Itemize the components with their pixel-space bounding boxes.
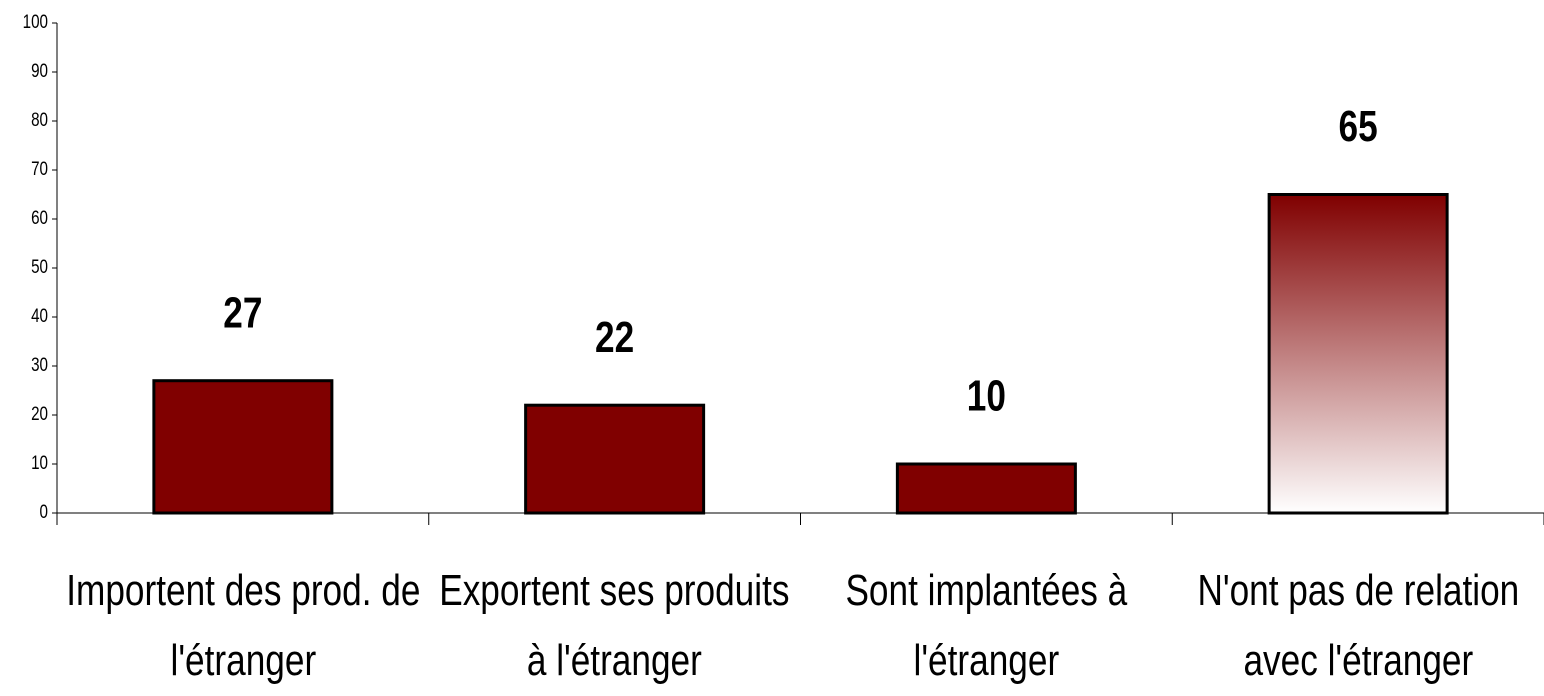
- y-tick-label: 50: [31, 255, 48, 277]
- bar: [895, 462, 1077, 515]
- bar: [1267, 193, 1449, 515]
- y-tick-label: 30: [31, 353, 48, 375]
- x-tick-label: Sont implantées à l'étranger: [845, 566, 1128, 685]
- data-label: 10: [967, 372, 1006, 421]
- y-tick-label: 20: [31, 402, 48, 424]
- y-tick-label: 100: [23, 10, 48, 32]
- y-tick-label: 0: [40, 500, 48, 522]
- y-tick-label: 90: [31, 59, 48, 81]
- bar: [524, 403, 706, 515]
- bar: [152, 379, 334, 515]
- y-tick-label: 40: [31, 304, 48, 326]
- data-label: 65: [1339, 102, 1378, 151]
- data-label: 27: [223, 289, 262, 338]
- x-tick-label: N'ont pas de relation avec l'étranger: [1197, 566, 1520, 685]
- x-tick-label: Exportent ses produits à l'étranger: [439, 566, 790, 685]
- data-label: 22: [595, 313, 634, 362]
- y-tick-label: 10: [31, 451, 48, 473]
- y-tick-label: 60: [31, 206, 48, 228]
- y-tick-label: 70: [31, 157, 48, 179]
- y-tick-label: 80: [31, 108, 48, 130]
- x-tick-label: Importent des prod. de l'étranger: [65, 566, 420, 685]
